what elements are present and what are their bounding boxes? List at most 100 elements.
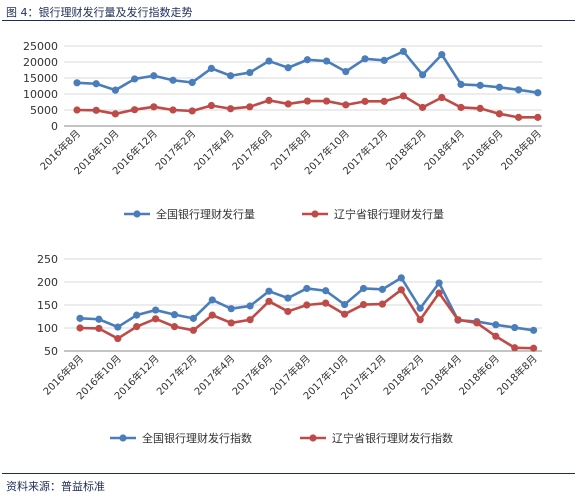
data-point-s2 [323, 97, 331, 105]
data-point-s2 [473, 319, 481, 327]
data-point-s2 [511, 344, 519, 352]
issuance-volume-chart: 05000100001500020000250002016年8月2016年10月… [23, 40, 544, 221]
data-point-s2 [342, 101, 350, 109]
y-tick-label: 10000 [23, 88, 58, 101]
data-point-s2 [152, 315, 160, 323]
data-point-s2 [284, 100, 292, 108]
data-point-s1 [150, 72, 158, 80]
data-point-s1 [188, 78, 196, 87]
data-point-s2 [419, 103, 427, 112]
data-point-s1 [419, 71, 427, 79]
legend-marker [119, 434, 127, 442]
data-point-s1 [265, 57, 273, 65]
legend-marker [133, 210, 141, 218]
data-point-s2 [303, 97, 311, 105]
x-tick-label: 2017年6月 [229, 127, 275, 173]
y-tick-label: 150 [37, 299, 58, 312]
data-point-s2 [227, 319, 235, 327]
data-point-s2 [495, 110, 503, 118]
data-point-s1 [284, 294, 292, 302]
legend-marker [311, 210, 319, 218]
data-point-s1 [92, 80, 100, 88]
data-point-s1 [361, 55, 369, 63]
data-point-s1 [265, 287, 273, 295]
data-point-s1 [169, 76, 177, 84]
data-point-s2 [534, 113, 542, 121]
data-point-s2 [114, 334, 122, 343]
y-tick-label: 20000 [23, 56, 58, 69]
data-point-s2 [399, 92, 407, 100]
legend-marker [309, 434, 317, 442]
data-point-s1 [435, 279, 443, 287]
data-point-s2 [303, 301, 311, 309]
data-point-s1 [284, 64, 292, 72]
data-point-s1 [530, 326, 538, 334]
data-point-s1 [492, 321, 500, 329]
data-point-s1 [246, 68, 254, 77]
data-point-s2 [246, 316, 254, 324]
data-point-s2 [284, 307, 292, 316]
data-point-s2 [530, 344, 538, 352]
data-point-s1 [76, 314, 84, 322]
data-point-s2 [457, 103, 465, 112]
data-point-s1 [114, 323, 122, 331]
y-tick-label: 15000 [23, 72, 58, 85]
data-point-s2 [378, 300, 386, 308]
data-point-s2 [189, 326, 197, 334]
data-point-s1 [397, 274, 405, 282]
data-point-s2 [170, 323, 179, 331]
x-tick-label: 2018年8月 [494, 352, 540, 398]
data-point-s2 [227, 105, 235, 113]
data-point-s2 [133, 323, 141, 331]
data-point-s1 [208, 296, 216, 304]
data-point-s1 [341, 300, 349, 309]
data-point-s2 [361, 97, 369, 105]
x-tick-label: 2017年4月 [191, 127, 237, 173]
data-point-s2 [92, 106, 100, 114]
x-tick-label: 2018年2月 [383, 127, 429, 173]
data-point-s2 [131, 106, 139, 114]
data-point-s2 [169, 106, 177, 114]
data-point-s2 [416, 316, 424, 324]
data-point-s1 [303, 284, 311, 293]
data-point-s1 [152, 306, 160, 314]
x-tick-label: 2018年8月 [498, 127, 544, 173]
data-point-s2 [207, 101, 215, 110]
y-tick-label: 50 [44, 345, 58, 358]
data-point-s2 [95, 324, 103, 333]
data-point-s1 [131, 75, 139, 83]
bottom-rule [2, 473, 575, 474]
data-point-s1 [457, 80, 465, 88]
data-point-s1 [438, 51, 446, 59]
data-point-s2 [438, 93, 446, 102]
legend-label: 辽宁省银行理财发行量 [334, 207, 444, 221]
data-point-s2 [265, 96, 273, 104]
data-point-s1 [246, 302, 254, 310]
data-point-s2 [111, 110, 119, 118]
data-point-s2 [246, 103, 254, 111]
data-point-s1 [511, 323, 519, 332]
data-point-s2 [150, 103, 158, 111]
data-point-s1 [495, 83, 503, 91]
y-tick-label: 0 [51, 120, 58, 133]
x-tick-label: 2018年4月 [421, 127, 467, 173]
data-point-s2 [380, 97, 388, 105]
data-point-s1 [378, 285, 386, 293]
data-point-s1 [95, 315, 103, 323]
data-point-s1 [133, 311, 141, 319]
y-tick-label: 25000 [23, 40, 58, 53]
data-point-s2 [397, 286, 405, 294]
data-point-s2 [265, 297, 273, 305]
x-tick-label: 2018年6月 [460, 127, 506, 173]
data-point-s1 [189, 314, 197, 322]
data-point-s1 [322, 287, 330, 295]
data-point-s2 [492, 332, 500, 340]
data-point-s2 [341, 310, 349, 318]
data-point-s1 [303, 56, 311, 64]
data-point-s1 [515, 86, 523, 94]
legend-label: 辽宁省银行理财发行指数 [332, 431, 453, 445]
data-point-s1 [476, 81, 484, 89]
data-point-s1 [534, 89, 542, 97]
data-point-s1 [399, 47, 407, 56]
figure-title: 图 4：银行理财发行量及发行指数走势 [6, 6, 193, 19]
